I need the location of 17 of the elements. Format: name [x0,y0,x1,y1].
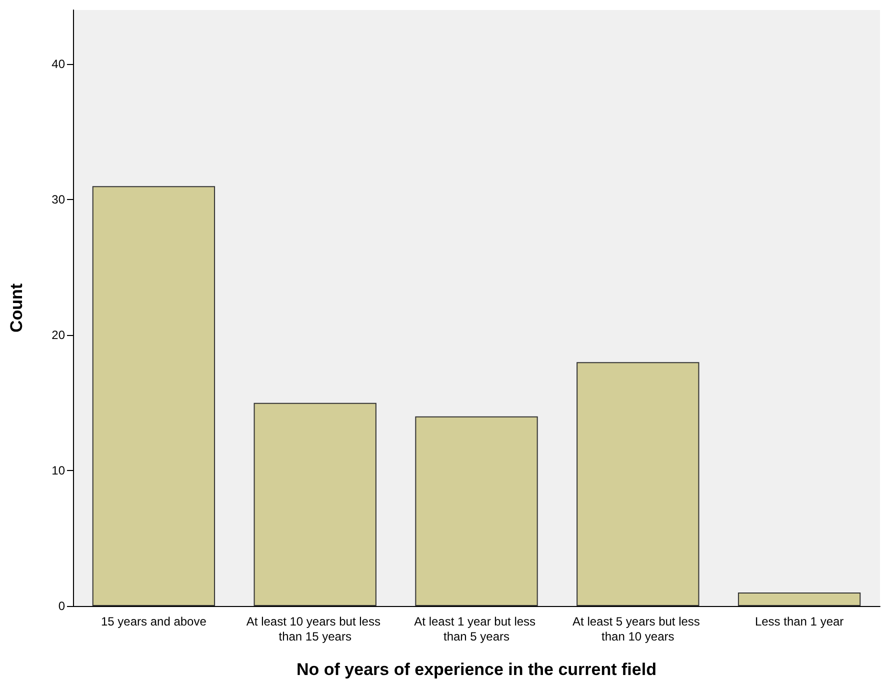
bar [415,416,538,606]
y-tick-label: 10 [52,464,66,478]
x-tick-label: At least 5 years but less than 10 years [572,614,704,644]
y-tick-label: 0 [58,599,66,613]
x-tick-label: At least 1 year but less than 5 years [414,614,539,644]
y-tick-label: 40 [52,57,66,72]
bar [92,186,216,606]
y-tick-label: 20 [52,328,66,342]
y-tick-label: 30 [52,192,66,207]
x-tick-label: At least 10 years but less than 15 years [246,614,384,644]
bar [254,402,376,606]
x-tick-label: Less than 1 year [754,614,844,628]
bar [576,362,700,606]
x-axis-title: No of years of experience in the current field [296,660,656,679]
bar [738,592,861,606]
y-axis-title: Count [7,283,26,333]
x-tick-label: 15 years and above [100,614,207,628]
